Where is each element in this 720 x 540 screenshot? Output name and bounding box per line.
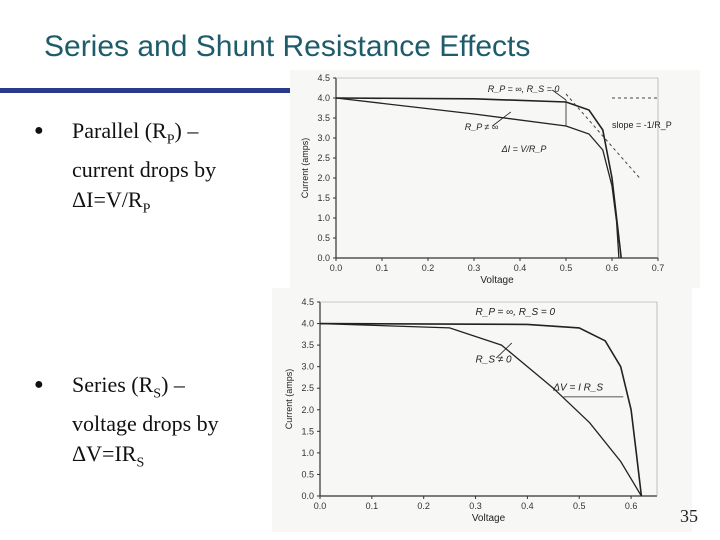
- series-line-nonideal: [319, 322, 642, 497]
- annotation-rs: R_S ≠ 0: [476, 354, 512, 365]
- bullet-line: current drops by: [72, 157, 217, 183]
- y-tick-label: 2.0: [317, 173, 330, 183]
- series-line-nonideal: [335, 97, 620, 259]
- y-tick-label: 4.5: [317, 73, 330, 83]
- x-tick-label: 0.5: [560, 263, 573, 273]
- y-tick-label: 3.5: [301, 340, 314, 350]
- x-tick-label: 0.5: [573, 501, 586, 511]
- bullet-dot-icon: ●: [34, 122, 44, 139]
- bullet-parallel: ● Parallel (RP) – current drops by ΔI=V/…: [34, 116, 217, 225]
- y-tick-label: 1.5: [301, 426, 314, 436]
- x-tick-label: 0.4: [521, 501, 534, 511]
- annotation-slope: slope = -1/R_P: [612, 120, 672, 130]
- x-tick-label: 0.2: [417, 501, 430, 511]
- x-tick-label: 0.6: [606, 263, 619, 273]
- x-tick-label: 0.3: [469, 501, 482, 511]
- annotation-ideal: R_P = ∞, R_S = 0: [476, 307, 556, 318]
- y-tick-label: 2.5: [317, 153, 330, 163]
- page-number: 35: [680, 506, 698, 526]
- annotation-delta: ΔI = V/R_P: [501, 144, 547, 154]
- annotation-rp: R_P ≠ ∞: [465, 122, 499, 132]
- x-tick-label: 0.3: [468, 263, 481, 273]
- y-tick-label: 3.0: [301, 362, 314, 372]
- bullet-line: ΔI=V/RP: [72, 187, 151, 217]
- y-axis-label: Current (amps): [284, 369, 294, 430]
- y-tick-label: 4.5: [301, 297, 314, 307]
- y-tick-label: 0.5: [301, 469, 314, 479]
- x-tick-label: 0.2: [422, 263, 435, 273]
- x-axis-label: Voltage: [472, 513, 506, 524]
- slope-dashed-line: [565, 93, 640, 179]
- slide-title: Series and Shunt Resistance Effects: [44, 30, 531, 63]
- figure-parallel-resistance: 0.0 0.5 1.0 1.5 2.0 2.5 3.0 3.5 4.0 4.5 0.0 0.1 0.2 0…: [290, 70, 700, 288]
- y-tick-label: 2.0: [301, 405, 314, 415]
- annotation-ideal: R_P = ∞, R_S = 0: [488, 84, 560, 94]
- bullet-line: Parallel (RP) –: [72, 118, 199, 148]
- bullet-line: Series (RS) –: [72, 372, 185, 402]
- annotation-pointer: [495, 342, 513, 359]
- annotation-pointer: [551, 89, 567, 101]
- x-tick-label: 0.6: [625, 501, 638, 511]
- iv-curve-chart-series: 0.0 0.5 1.0 1.5 2.0 2.5 3.0 3.5 4.0 4.5 0.0 0.1 0.2 0…: [284, 297, 658, 524]
- y-tick-label: 0.0: [317, 253, 330, 263]
- figure-series-resistance: 0.0 0.5 1.0 1.5 2.0 2.5 3.0 3.5 4.0 4.5 0.0 0.1 0.2 0…: [272, 288, 692, 532]
- y-tick-label: 4.0: [317, 93, 330, 103]
- y-tick-label: 3.0: [317, 133, 330, 143]
- x-tick-label: 0.1: [366, 501, 379, 511]
- bullet-line: voltage drops by: [72, 411, 219, 437]
- iv-curve-chart-parallel: 0.0 0.5 1.0 1.5 2.0 2.5 3.0 3.5 4.0 4.5 0.0 0.1 0.2 0…: [300, 73, 672, 286]
- y-tick-label: 0.0: [301, 491, 314, 501]
- y-tick-label: 2.5: [301, 383, 314, 393]
- bullet-dot-icon: ●: [34, 376, 44, 393]
- x-tick-label: 0.0: [314, 501, 327, 511]
- bullet-line: ΔV=IRS: [72, 441, 145, 471]
- x-tick-label: 0.7: [652, 263, 665, 273]
- annotation-pointer: [492, 111, 512, 127]
- x-tick-label: 0.1: [376, 263, 389, 273]
- y-tick-label: 1.0: [317, 213, 330, 223]
- y-tick-label: 1.5: [317, 193, 330, 203]
- y-tick-label: 0.5: [317, 233, 330, 243]
- y-tick-label: 1.0: [301, 448, 314, 458]
- x-tick-label: 0.4: [514, 263, 527, 273]
- y-tick-label: 3.5: [317, 113, 330, 123]
- y-axis-label: Current (amps): [300, 138, 310, 199]
- x-tick-label: 0.0: [330, 263, 343, 273]
- bullet-series: ● Series (RS) – voltage drops by ΔV=IRS: [34, 370, 219, 479]
- x-axis-label: Voltage: [480, 275, 514, 286]
- annotation-delta: ΔV = I R_S: [552, 382, 603, 393]
- series-line-ideal: [319, 322, 643, 497]
- y-tick-label: 4.0: [301, 319, 314, 329]
